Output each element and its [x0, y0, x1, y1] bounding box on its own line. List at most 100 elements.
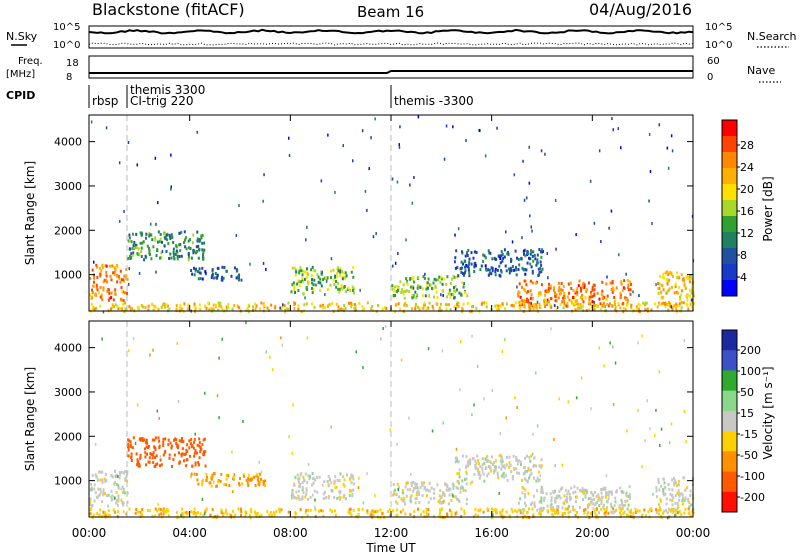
- range-cell: [511, 475, 514, 478]
- range-cell: [96, 285, 98, 289]
- range-cell: [593, 283, 596, 287]
- power-colorbar-swatch: [722, 120, 737, 137]
- range-cell: [539, 514, 542, 518]
- range-cell: [99, 478, 102, 482]
- range-cell: [202, 253, 204, 257]
- range-cell: [183, 459, 185, 463]
- range-cell: [154, 456, 156, 460]
- range-cell: [660, 302, 663, 306]
- range-cell: [567, 511, 570, 515]
- range-cell: [491, 455, 494, 459]
- range-cell: [565, 304, 568, 308]
- range-cell: [159, 237, 162, 241]
- range-cell: [162, 444, 165, 447]
- range-cell: [678, 302, 681, 306]
- scatter-cell: [288, 435, 290, 439]
- range-cell: [603, 295, 606, 299]
- scatter-cell: [155, 222, 157, 226]
- range-cell: [666, 270, 669, 274]
- scatter-cell: [617, 127, 619, 131]
- range-cell: [416, 486, 419, 490]
- range-cell: [151, 438, 154, 442]
- scatter-cell: [668, 441, 671, 445]
- range-cell: [394, 303, 397, 307]
- range-cell: [305, 489, 308, 493]
- range-cell: [138, 464, 141, 468]
- range-cell: [101, 480, 104, 484]
- range-cell: [623, 510, 626, 514]
- range-cell: [178, 231, 181, 235]
- range-cell: [169, 441, 172, 445]
- range-cell: [165, 233, 168, 237]
- scatter-cell: [514, 396, 516, 400]
- range-cell: [582, 281, 585, 285]
- range-cell: [532, 302, 535, 306]
- range-cell: [143, 258, 146, 262]
- range-cell: [560, 282, 563, 285]
- scatter-cell: [352, 159, 354, 163]
- scatter-cell: [516, 285, 518, 289]
- range-cell: [148, 460, 151, 464]
- range-cell: [238, 483, 241, 487]
- range-cell: [513, 304, 515, 308]
- range-cell: [130, 456, 133, 459]
- power-colorbar-label: 16: [740, 205, 754, 218]
- range-cell: [139, 241, 142, 245]
- range-cell: [565, 500, 568, 504]
- range-cell: [450, 499, 453, 502]
- range-cell: [537, 274, 540, 277]
- range-cell: [453, 286, 455, 289]
- range-cell: [116, 499, 118, 503]
- scatter-cell: [334, 190, 336, 194]
- range-cell: [643, 508, 646, 512]
- range-cell: [219, 301, 222, 305]
- range-cell: [588, 295, 591, 299]
- range-cell: [427, 500, 430, 504]
- range-cell: [91, 473, 94, 477]
- range-cell: [144, 447, 146, 451]
- freq-series-line: [89, 70, 693, 74]
- range-cell: [168, 453, 171, 457]
- range-cell: [523, 289, 526, 293]
- velocity-colorbar-label: 200: [740, 344, 761, 357]
- range-cell: [149, 452, 152, 456]
- range-cell: [394, 285, 397, 289]
- range-cell: [157, 240, 159, 244]
- range-cell: [323, 490, 326, 494]
- range-cell: [190, 472, 193, 476]
- scatter-cell: [342, 144, 344, 148]
- range-cell: [563, 292, 566, 296]
- range-cell: [538, 507, 541, 511]
- range-cell: [522, 511, 525, 515]
- range-cell: [146, 441, 148, 445]
- range-cell: [421, 494, 424, 497]
- range-cell: [114, 288, 117, 292]
- range-cell: [510, 507, 513, 511]
- range-cell: [99, 508, 102, 512]
- range-cell: [189, 454, 191, 458]
- range-cell: [164, 237, 167, 241]
- range-cell: [528, 476, 531, 480]
- range-cell: [687, 507, 690, 511]
- range-cell: [569, 281, 572, 285]
- range-cell: [381, 307, 384, 311]
- range-cell: [306, 480, 309, 484]
- scatter-cell: [424, 272, 426, 276]
- range-cell: [564, 488, 567, 492]
- nave-label: Nave: [747, 64, 775, 77]
- range-cell: [192, 441, 195, 445]
- range-cell: [114, 474, 117, 478]
- range-cell: [456, 486, 459, 490]
- range-cell: [627, 288, 630, 292]
- range-cell: [663, 481, 666, 485]
- range-cell: [414, 302, 417, 306]
- range-cell: [628, 510, 631, 514]
- scatter-cell: [501, 350, 504, 353]
- velocity-colorbar-label: -50: [740, 449, 758, 462]
- velocity-colorbar-swatch: [722, 471, 737, 493]
- range-cell: [99, 487, 102, 491]
- range-cell: [172, 241, 175, 244]
- range-cell: [240, 510, 243, 513]
- range-cell: [173, 438, 176, 442]
- range-cell: [150, 233, 153, 237]
